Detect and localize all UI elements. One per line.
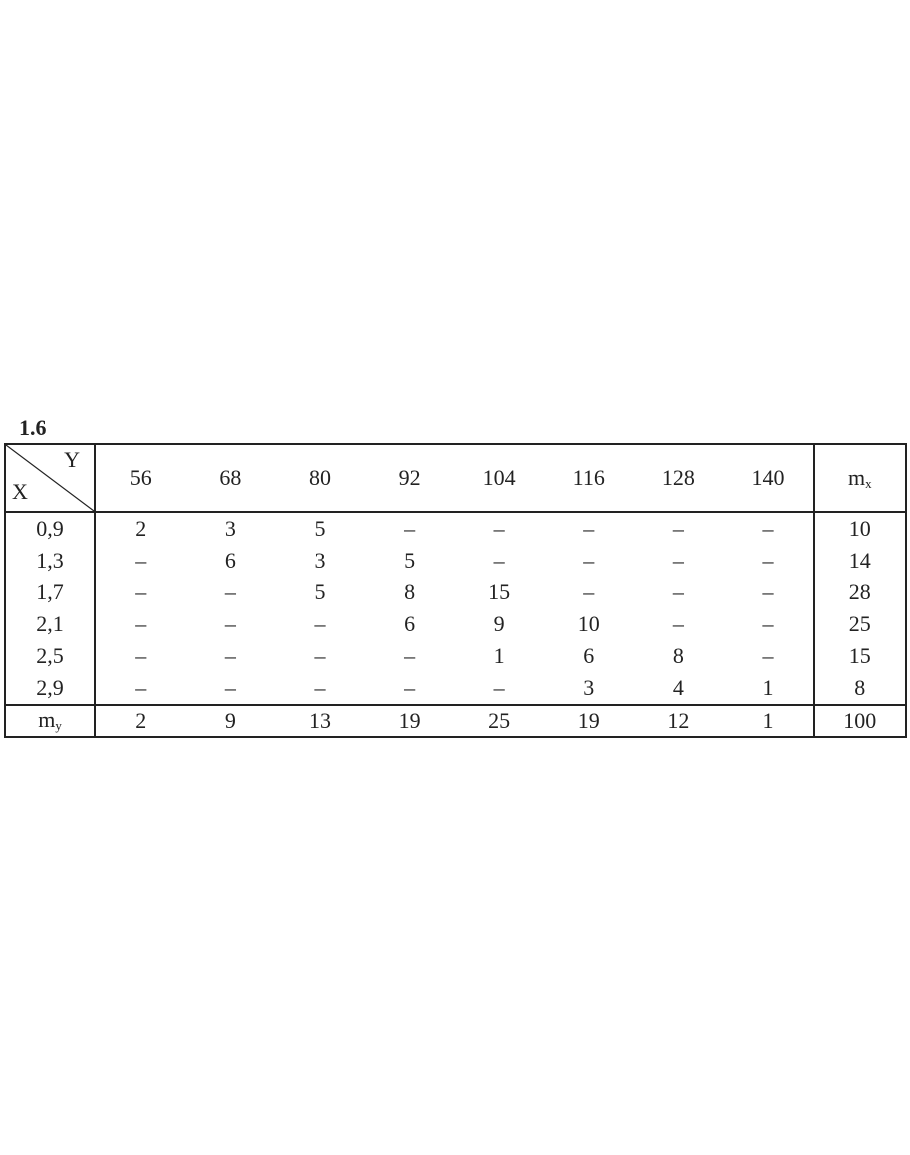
table-cell: 8 bbox=[404, 579, 416, 605]
my-sub: y bbox=[55, 718, 62, 734]
column-header: 128 bbox=[633, 445, 724, 513]
table-cell: – bbox=[493, 515, 505, 541]
column-header: 92 bbox=[364, 445, 455, 513]
table-cell: 1 bbox=[493, 643, 505, 669]
mx-cell: 15 bbox=[812, 640, 905, 672]
table-cell: – bbox=[135, 643, 147, 669]
table-cell: – bbox=[583, 579, 595, 605]
row-header: 0,9 bbox=[6, 512, 96, 545]
grand-total: 100 bbox=[812, 703, 905, 736]
my-cell: 19 bbox=[364, 703, 455, 736]
mx-cell: 28 bbox=[812, 576, 905, 609]
table-cell: 6 bbox=[583, 643, 595, 669]
table-cell: 5 bbox=[314, 579, 326, 605]
table-cell: – bbox=[135, 579, 147, 605]
table-cell: – bbox=[404, 515, 416, 541]
table-cell: 4 bbox=[672, 674, 684, 700]
table-cell: 6 bbox=[224, 547, 236, 573]
mx-cell: 25 bbox=[812, 608, 905, 641]
distribution-table: Y X 56 68 80 92 104 116 128 140 mx 0,9 2 3 5– – – – –10 1,3… bbox=[4, 443, 907, 738]
column-header: 80 bbox=[275, 445, 365, 513]
table-cell: – bbox=[135, 611, 147, 637]
my-base: m bbox=[38, 707, 56, 733]
column-header: 116 bbox=[543, 445, 634, 513]
mx-cell: 10 bbox=[812, 512, 905, 545]
mx-header: mx bbox=[812, 445, 905, 513]
table-cell: – bbox=[493, 674, 505, 700]
my-cell: 12 bbox=[633, 703, 724, 736]
my-label: my bbox=[6, 703, 96, 736]
row-header: 1,3 bbox=[6, 544, 96, 577]
table-cell: 3 bbox=[224, 515, 236, 541]
table-cell: 6 bbox=[404, 611, 416, 637]
table-cell: – bbox=[224, 611, 236, 637]
row-header: 2,1 bbox=[6, 608, 96, 641]
table-cell: – bbox=[762, 643, 774, 669]
table-cell: – bbox=[762, 547, 774, 573]
column-header: 140 bbox=[723, 445, 814, 513]
column-header: 68 bbox=[185, 445, 276, 513]
row-header: 1,7 bbox=[6, 576, 96, 609]
table-cell: – bbox=[224, 643, 236, 669]
table-cell: 2 bbox=[135, 515, 147, 541]
table-cell: – bbox=[762, 515, 774, 541]
my-cell: 25 bbox=[454, 703, 544, 736]
diagonal-divider bbox=[6, 445, 94, 511]
table-cell: 9 bbox=[493, 611, 505, 637]
table-cell: 1 bbox=[762, 674, 774, 700]
table-cell: – bbox=[583, 515, 595, 541]
table-cell: – bbox=[672, 611, 684, 637]
row-header: 2,9 bbox=[6, 671, 96, 705]
table-cell: 5 bbox=[314, 515, 326, 541]
mx-cell: 14 bbox=[812, 544, 905, 577]
table-row: 0,9 2 3 5 – – – – – 10 bbox=[6, 512, 905, 545]
table-row: 1,3 – 6 3 5 – – – – 14 bbox=[6, 544, 905, 577]
table-title: 1.6 bbox=[19, 415, 47, 440]
total-row: my 2 9 13 19 25 19 12 1 100 bbox=[6, 703, 905, 736]
mx-sub: x bbox=[865, 475, 872, 491]
my-cell: 19 bbox=[543, 703, 634, 736]
mx-base: m bbox=[847, 464, 866, 490]
my-cell: 13 bbox=[275, 703, 365, 736]
column-header: 104 bbox=[454, 445, 544, 513]
row-var-label: X bbox=[12, 479, 28, 504]
table-cell: – bbox=[314, 643, 326, 669]
table-cell: – bbox=[404, 674, 416, 700]
table-cell: – bbox=[762, 579, 774, 605]
my-cell: 1 bbox=[723, 703, 814, 736]
table-cell: 15 bbox=[488, 579, 511, 605]
header-row: Y X 56 68 80 92 104 116 128 140 mx bbox=[6, 445, 905, 513]
table-cell: – bbox=[672, 579, 684, 605]
table-cell: – bbox=[583, 547, 595, 573]
table-cell: – bbox=[762, 611, 774, 637]
col-var-label: Y bbox=[64, 447, 80, 472]
my-cell: 9 bbox=[185, 703, 276, 736]
table-cell: 3 bbox=[314, 547, 326, 573]
my-cell: 2 bbox=[95, 703, 186, 736]
table-cell: – bbox=[314, 611, 326, 637]
table-cell: – bbox=[314, 674, 326, 700]
mx-cell: 8 bbox=[812, 671, 905, 705]
row-header: 2,5 bbox=[6, 640, 96, 672]
table-row: 1,7 – – 5 8 15 – – – 28 bbox=[6, 576, 905, 609]
table-row: 2,1 – – – 6 9 10 – – 25 bbox=[6, 608, 905, 641]
table-cell: – bbox=[224, 674, 236, 700]
table-cell: – bbox=[135, 674, 147, 700]
table-cell: 3 bbox=[583, 674, 595, 700]
table-cell: – bbox=[404, 643, 416, 669]
table-cell: – bbox=[672, 547, 684, 573]
table-cell: 10 bbox=[577, 611, 600, 637]
table-row: 2,9 – – – – – 3 4 1 8 bbox=[6, 671, 905, 705]
table-cell: 5 bbox=[404, 547, 416, 573]
table-cell: – bbox=[135, 547, 147, 573]
table-cell: 8 bbox=[672, 643, 684, 669]
table-cell: – bbox=[493, 547, 505, 573]
table-cell: – bbox=[672, 515, 684, 541]
table-row: 2,5 – – – – 1 6 8 – 15 bbox=[6, 640, 905, 672]
column-header: 56 bbox=[95, 445, 186, 513]
table-cell: – bbox=[224, 579, 236, 605]
